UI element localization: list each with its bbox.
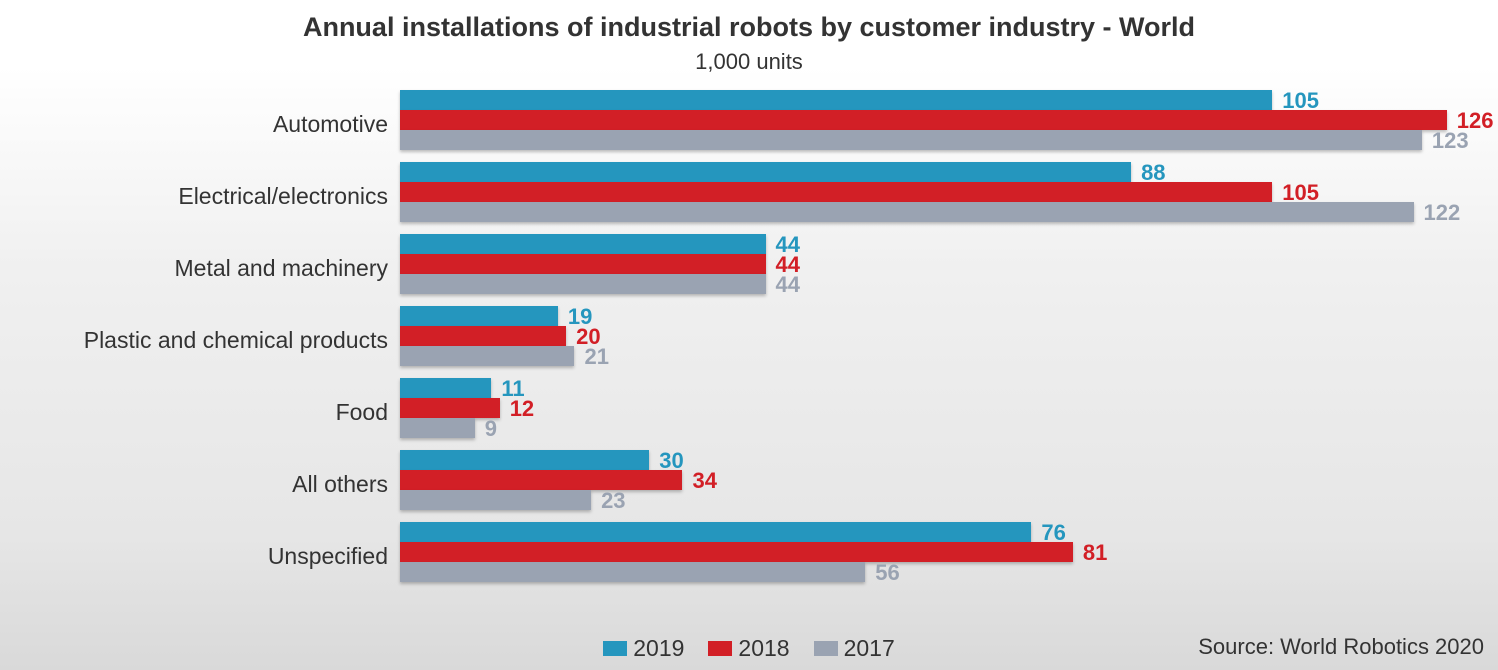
- chart-source: Source: World Robotics 2020: [1198, 634, 1484, 660]
- category-label: Unspecified: [0, 543, 388, 570]
- bar-value-label: 44: [776, 272, 800, 298]
- bar-value-label: 21: [584, 344, 608, 370]
- category-label: Automotive: [0, 111, 388, 138]
- bar-y2017: [400, 490, 591, 510]
- legend-label: 2018: [738, 635, 789, 662]
- bar-y2018: [400, 110, 1447, 130]
- bar-y2017: [400, 562, 865, 582]
- chart-subtitle: 1,000 units: [0, 49, 1498, 75]
- chart-plot-area: Automotive105126123Electrical/electronic…: [0, 88, 1498, 610]
- bar-y2019: [400, 450, 649, 470]
- bar-y2019: [400, 90, 1272, 110]
- category-group: Metal and machinery444444: [0, 232, 1498, 304]
- bar-y2018: [400, 254, 766, 274]
- bar-value-label: 56: [875, 560, 899, 586]
- bar-y2017: [400, 418, 475, 438]
- bar-y2018: [400, 326, 566, 346]
- category-group: Plastic and chemical products192021: [0, 304, 1498, 376]
- category-group: Electrical/electronics88105122: [0, 160, 1498, 232]
- category-label: Food: [0, 399, 388, 426]
- legend-swatch: [708, 641, 732, 656]
- category-group: Automotive105126123: [0, 88, 1498, 160]
- bar-y2018: [400, 470, 682, 490]
- legend-swatch: [603, 641, 627, 656]
- bar-y2019: [400, 378, 491, 398]
- bar-value-label: 34: [692, 468, 716, 494]
- bar-y2018: [400, 398, 500, 418]
- category-group: Food11129: [0, 376, 1498, 448]
- bar-y2017: [400, 130, 1422, 150]
- legend-item: 2017: [814, 635, 895, 662]
- bar-y2019: [400, 522, 1031, 542]
- bar-value-label: 122: [1424, 200, 1461, 226]
- legend-label: 2019: [633, 635, 684, 662]
- bar-value-label: 9: [485, 416, 497, 442]
- bar-value-label: 12: [510, 396, 534, 422]
- bar-value-label: 81: [1083, 540, 1107, 566]
- bar-y2019: [400, 234, 766, 254]
- bar-value-label: 123: [1432, 128, 1469, 154]
- legend-label: 2017: [844, 635, 895, 662]
- category-label: Metal and machinery: [0, 255, 388, 282]
- category-label: Electrical/electronics: [0, 183, 388, 210]
- bar-y2019: [400, 162, 1131, 182]
- bar-y2019: [400, 306, 558, 326]
- legend-item: 2019: [603, 635, 684, 662]
- bar-y2018: [400, 542, 1073, 562]
- bar-y2017: [400, 202, 1414, 222]
- bar-y2018: [400, 182, 1272, 202]
- category-group: Unspecified768156: [0, 520, 1498, 592]
- legend-swatch: [814, 641, 838, 656]
- bar-y2017: [400, 274, 766, 294]
- chart-title: Annual installations of industrial robot…: [0, 0, 1498, 43]
- category-label: Plastic and chemical products: [0, 327, 388, 354]
- bar-y2017: [400, 346, 574, 366]
- bar-value-label: 23: [601, 488, 625, 514]
- category-label: All others: [0, 471, 388, 498]
- legend-item: 2018: [708, 635, 789, 662]
- category-group: All others303423: [0, 448, 1498, 520]
